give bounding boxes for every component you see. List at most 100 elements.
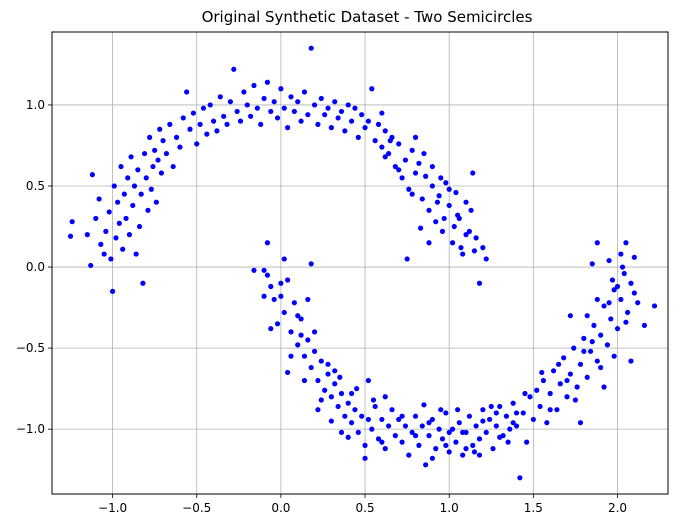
data-point (429, 163, 435, 170)
data-point (268, 283, 274, 290)
data-point (628, 358, 634, 364)
data-point (439, 228, 446, 234)
data-point (311, 329, 318, 335)
data-point (539, 369, 545, 376)
data-point (335, 403, 341, 410)
data-point (399, 175, 405, 181)
data-point (123, 215, 129, 222)
data-point (587, 348, 594, 354)
data-point (348, 118, 355, 124)
data-point (268, 326, 274, 332)
data-point (305, 337, 311, 343)
data-point (264, 272, 271, 278)
data-point (362, 442, 368, 448)
grid-lines (52, 32, 668, 494)
data-point (471, 248, 478, 254)
data-point (476, 452, 483, 458)
data-point (103, 228, 109, 234)
data-point (473, 235, 479, 241)
data-point (468, 207, 474, 213)
data-point (190, 110, 196, 116)
data-point (325, 105, 331, 111)
data-point (460, 251, 466, 257)
data-point (345, 434, 351, 440)
data-point (227, 99, 234, 105)
data-point (278, 280, 284, 286)
data-point (635, 300, 641, 306)
data-point (160, 138, 166, 144)
data-point (557, 381, 563, 387)
data-point (628, 280, 634, 286)
data-point (348, 420, 355, 426)
data-point (446, 429, 452, 435)
data-point (125, 175, 131, 181)
data-point (342, 128, 348, 134)
data-point (254, 105, 260, 111)
data-point (197, 121, 203, 127)
data-point (619, 264, 626, 270)
data-point (111, 183, 117, 189)
data-point (271, 99, 277, 105)
data-point (291, 300, 297, 306)
data-point (540, 377, 547, 384)
data-point (285, 125, 291, 131)
data-point (455, 407, 461, 413)
data-point (221, 113, 227, 119)
data-point (136, 223, 143, 230)
data-point (352, 105, 358, 111)
data-point (598, 364, 604, 371)
data-point (288, 94, 294, 100)
data-point (433, 446, 439, 452)
data-point (194, 141, 200, 147)
data-point (419, 423, 425, 429)
data-point (402, 423, 409, 429)
data-point (187, 126, 193, 132)
data-point (426, 207, 432, 213)
data-point (261, 293, 267, 299)
data-point (406, 452, 412, 458)
data-point (564, 394, 570, 400)
data-point (460, 429, 466, 435)
data-point (345, 400, 351, 406)
data-point (614, 283, 621, 290)
data-point (274, 321, 281, 327)
axis-tick-labels: −1.0 −0.5 0.0 0.5 1.0 1.5 2.0 −1.0 −0.5 0.0 0.5 1.0 (16, 98, 627, 515)
data-point (453, 189, 459, 196)
data-point (554, 407, 560, 413)
data-point (591, 322, 597, 329)
data-point (598, 332, 604, 338)
data-points (67, 45, 658, 481)
data-point (421, 402, 427, 408)
data-point (210, 118, 217, 124)
data-point (89, 172, 95, 178)
data-point (315, 407, 321, 413)
data-point (369, 86, 375, 92)
data-point (547, 390, 553, 397)
data-point (322, 387, 328, 393)
data-point (248, 113, 254, 119)
data-point (163, 150, 170, 157)
data-point (618, 251, 624, 257)
data-point (131, 183, 138, 189)
data-point (298, 316, 304, 322)
data-point (379, 439, 385, 445)
data-point (121, 191, 127, 197)
x-tick-label: 0.5 (356, 501, 375, 515)
data-point (497, 403, 503, 410)
data-point (471, 449, 478, 455)
data-point (433, 219, 439, 225)
data-point (328, 394, 334, 400)
y-tick-label: −1.0 (16, 422, 45, 436)
data-point (625, 309, 631, 316)
data-point (365, 118, 372, 124)
data-point (278, 293, 284, 299)
data-point (581, 348, 587, 354)
data-point (611, 287, 617, 293)
data-point (116, 220, 122, 226)
data-point (524, 439, 530, 445)
data-point (409, 147, 415, 153)
y-tick-label: 1.0 (26, 98, 45, 112)
data-point (429, 455, 435, 461)
data-point (631, 254, 637, 260)
